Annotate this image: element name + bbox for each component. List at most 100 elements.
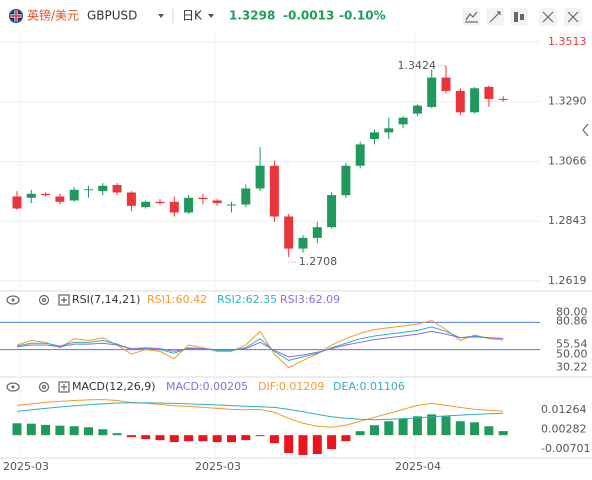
dropdown-arrow[interactable]: [208, 14, 214, 18]
candle-body: [312, 227, 322, 238]
legend-entry: DIF:0.01209: [258, 380, 324, 393]
histogram-bar: [298, 435, 308, 456]
y-tick-label: -0.00701: [541, 442, 590, 455]
histogram-bar: [169, 435, 179, 443]
x-tick-label: 2025-03: [195, 460, 241, 473]
y-tick-label: 80.86: [556, 315, 588, 328]
tool-button[interactable]: [510, 8, 528, 26]
series-line: [16, 319, 504, 369]
legend-entry: RSI2:62.35: [217, 293, 277, 306]
candle-body: [112, 184, 122, 193]
histogram-bar: [355, 431, 365, 436]
candle-body: [241, 188, 251, 205]
candle-body: [498, 98, 508, 100]
candle-body: [69, 189, 79, 201]
histogram-bar: [12, 423, 22, 436]
candle-body: [141, 201, 151, 208]
collapse-arrow[interactable]: [582, 123, 589, 137]
pair-name[interactable]: 英镑/美元: [27, 8, 79, 23]
candle-body: [55, 196, 65, 202]
histogram-bar: [455, 421, 465, 436]
y-tick-label: 55.54: [556, 338, 588, 351]
candle-body: [441, 77, 451, 91]
y-tick-label: 1.3513: [548, 35, 587, 48]
histogram-bar: [84, 427, 93, 436]
candle-body: [484, 86, 494, 99]
histogram-bar: [255, 435, 265, 437]
candle-body: [12, 196, 22, 209]
candle-body: [41, 193, 51, 196]
histogram-bar: [126, 435, 136, 438]
candle-body: [384, 128, 394, 133]
candle-body: [155, 201, 165, 204]
macd-header-icons: [6, 381, 70, 393]
series-line: [16, 330, 504, 358]
candle-body: [370, 132, 379, 140]
candle-body: [412, 105, 422, 114]
rsi-header-icons: [6, 294, 70, 306]
series-line: [16, 402, 504, 421]
histogram-bar: [55, 425, 65, 436]
tool-button[interactable]: [462, 8, 480, 26]
candle-body: [341, 165, 351, 196]
histogram-bar: [398, 418, 408, 436]
histogram-bar: [41, 424, 51, 436]
candle-body: [212, 200, 222, 204]
histogram-bar: [284, 435, 294, 454]
candle-body: [470, 88, 480, 113]
y-tick-label: 0.01264: [541, 403, 587, 416]
y-tick-label: 1.3290: [548, 95, 587, 108]
candle-body: [284, 216, 294, 249]
candle-body: [98, 185, 108, 192]
legend-entry: RSI1:60.42: [147, 293, 207, 306]
change-pct: -0.10%: [339, 9, 386, 23]
histogram-bar: [241, 435, 251, 441]
reference-label: 50.00: [556, 348, 588, 361]
histogram-bar: [470, 422, 480, 436]
y-tick-label: 1.2843: [548, 214, 587, 227]
flag: [9, 9, 23, 23]
y-tick-label: 1.2619: [548, 274, 587, 287]
histogram-bar: [441, 416, 451, 436]
reference-label: 80.00: [556, 305, 588, 318]
histogram-bar: [69, 426, 79, 436]
series-line: [16, 398, 504, 428]
histogram-bar: [370, 425, 379, 436]
histogram-bar: [98, 429, 108, 436]
candle-body: [169, 201, 179, 213]
legend-entry: MACD:0.00205: [166, 380, 248, 393]
candle-body: [255, 165, 265, 189]
series-line: [16, 326, 504, 362]
candle-body: [126, 192, 136, 206]
period[interactable]: 日K: [182, 9, 203, 23]
histogram-bar: [155, 435, 165, 441]
y-tick-label: 0.00282: [541, 423, 587, 436]
histogram-bar: [112, 433, 122, 436]
panel-title: MACD(12,26,9): [72, 380, 156, 393]
histogram-bar: [312, 435, 322, 455]
candle-body: [184, 197, 194, 213]
candle-body: [355, 144, 365, 166]
change: -0.0013: [283, 9, 334, 23]
histogram-bar: [26, 423, 36, 436]
panel-title: RSI(7,14,21): [72, 293, 140, 306]
histogram-bar: [141, 435, 151, 440]
candle-body: [84, 189, 93, 191]
candle-body: [227, 204, 236, 206]
histogram-bar: [484, 426, 494, 436]
symbol[interactable]: GBPUSD: [87, 9, 137, 23]
candle-body: [398, 117, 408, 125]
annotation: 1.3424: [398, 59, 437, 72]
dropdown-arrow[interactable]: [158, 14, 164, 18]
x-tick-label: 2025-03: [3, 460, 49, 473]
histogram-bar: [341, 435, 351, 442]
histogram-bar: [184, 435, 194, 442]
legend-entry: RSI3:62.09: [280, 293, 340, 306]
candle-body: [427, 77, 437, 107]
candle-body: [26, 193, 36, 198]
candle-body: [455, 90, 465, 113]
candle-body: [269, 165, 279, 217]
price: 1.3298: [229, 9, 275, 23]
